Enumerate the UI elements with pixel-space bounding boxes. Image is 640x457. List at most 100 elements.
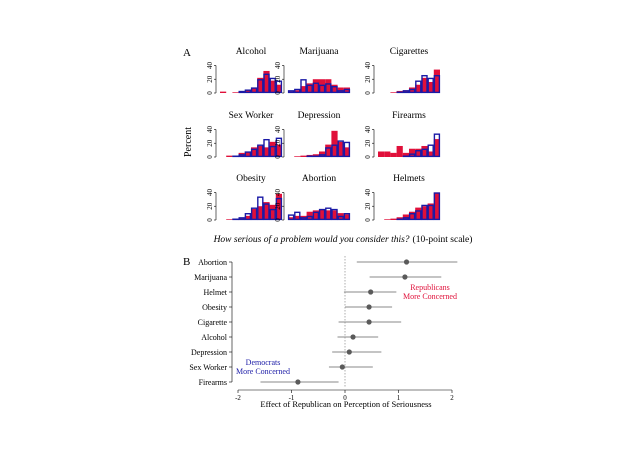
bar-republicans bbox=[251, 147, 258, 157]
bar-republicans bbox=[257, 145, 264, 157]
category-label-obesity: Obesity bbox=[202, 303, 227, 312]
bar-democrats bbox=[408, 153, 416, 158]
bar-democrats bbox=[415, 80, 422, 94]
y-tick-label: 20 bbox=[364, 75, 372, 83]
bar-republicans bbox=[294, 90, 301, 93]
estimate-point bbox=[403, 259, 410, 265]
y-tick-label: 0 bbox=[274, 218, 282, 222]
bar-republicans bbox=[402, 90, 409, 93]
annotation-republicans: Republicans More Concerned bbox=[403, 283, 457, 301]
bar-democrats bbox=[294, 211, 301, 221]
histogram-firearms: Firearms 0 20 40 bbox=[364, 111, 441, 159]
panel-a-label: A bbox=[183, 47, 191, 59]
bar-democrats bbox=[275, 80, 283, 94]
histogram-title: Sex Worker bbox=[229, 111, 275, 121]
bar-democrats bbox=[244, 151, 252, 158]
category-label-alcohol: Alcohol bbox=[201, 333, 228, 342]
bar-republicans bbox=[269, 141, 276, 157]
annotation-line: Republicans bbox=[410, 283, 450, 292]
bar-republicans bbox=[331, 84, 338, 93]
y-tick-label: 0 bbox=[364, 155, 372, 159]
bar-republicans bbox=[294, 156, 301, 157]
bar-republicans bbox=[244, 90, 251, 93]
bar-democrats bbox=[421, 74, 428, 94]
bar-democrats bbox=[238, 217, 245, 221]
bar-democrats bbox=[318, 84, 326, 94]
category-label-firearms: Firearms bbox=[199, 378, 227, 387]
bar-republicans bbox=[390, 92, 397, 93]
bar-democrats bbox=[312, 211, 320, 221]
bar-democrats bbox=[275, 197, 283, 221]
histogram-helmets: Helmets 0 20 40 bbox=[364, 174, 441, 222]
bar-republicans bbox=[325, 79, 332, 93]
bar-democrats bbox=[257, 144, 264, 158]
bar-democrats bbox=[331, 208, 338, 221]
y-tick-label: 40 bbox=[274, 61, 282, 69]
bar-democrats bbox=[408, 88, 416, 94]
category-label-cigarette: Cigarette bbox=[198, 318, 228, 327]
category-label-depression: Depression bbox=[191, 348, 227, 357]
bar-democrats bbox=[325, 147, 332, 158]
y-tick-label: 20 bbox=[274, 139, 282, 147]
bar-democrats bbox=[257, 196, 264, 221]
bar-democrats bbox=[238, 90, 245, 94]
histogram-depression: Depression 0 20 40 bbox=[274, 111, 351, 159]
histogram-title: Depression bbox=[298, 111, 341, 121]
bar-republicans bbox=[409, 148, 416, 157]
histogram-title: Abortion bbox=[302, 174, 337, 184]
y-tick-label: 40 bbox=[274, 188, 282, 196]
bar-republicans bbox=[415, 207, 422, 220]
bar-republicans bbox=[232, 92, 239, 93]
estimate-point bbox=[346, 349, 352, 355]
bar-democrats bbox=[250, 207, 258, 221]
histogram-marijuana: Marijuana 0 20 40 bbox=[274, 47, 351, 95]
bar-democrats bbox=[402, 217, 410, 221]
y-tick-label: 0 bbox=[206, 91, 214, 95]
bar-democrats bbox=[244, 213, 252, 221]
coefficient-plot: -2 -1 0 1 2 Abortion Marijuana Helmet Obesity Cig… bbox=[189, 256, 458, 402]
bar-republicans bbox=[319, 79, 326, 93]
bar-republicans bbox=[427, 81, 434, 93]
y-tick-label: 20 bbox=[364, 139, 372, 147]
bar-democrats bbox=[238, 154, 245, 158]
bar-democrats bbox=[337, 90, 344, 94]
bar-republicans bbox=[337, 141, 344, 157]
bar-democrats bbox=[300, 79, 307, 94]
bar-democrats bbox=[257, 79, 264, 94]
y-tick-label: 0 bbox=[364, 91, 372, 95]
bar-republicans bbox=[390, 218, 397, 220]
bar-democrats bbox=[300, 217, 307, 221]
histogram-cigarettes: Cigarettes 0 20 40 bbox=[364, 47, 441, 95]
bar-democrats bbox=[337, 215, 344, 221]
bar-democrats bbox=[337, 140, 344, 158]
bar-republicans bbox=[427, 203, 434, 220]
estimate-point bbox=[366, 319, 372, 325]
panel-b-label: B bbox=[183, 256, 190, 268]
bar-democrats bbox=[306, 215, 313, 221]
bar-democrats bbox=[294, 88, 301, 94]
y-tick-label: 40 bbox=[364, 61, 372, 69]
bar-republicans bbox=[251, 87, 258, 93]
bar-democrats bbox=[263, 203, 270, 221]
histogram-abortion: Abortion 0 20 40 bbox=[274, 174, 351, 222]
bar-republicans bbox=[415, 148, 422, 157]
bar-republicans bbox=[300, 155, 307, 157]
annotation-line: Democrats bbox=[246, 358, 281, 367]
bar-republicans bbox=[384, 151, 391, 157]
estimate-point bbox=[339, 364, 345, 370]
bar-republicans bbox=[384, 219, 391, 220]
caption-question: How serious of a problem would you consi… bbox=[213, 234, 410, 245]
bar-republicans bbox=[433, 69, 440, 93]
histogram-title: Marijuana bbox=[299, 47, 339, 57]
bar-republicans bbox=[331, 130, 338, 157]
estimate-point bbox=[368, 289, 374, 295]
bar-republicans bbox=[433, 139, 440, 157]
bar-democrats bbox=[415, 210, 422, 221]
bar-democrats bbox=[275, 137, 283, 158]
bar-democrats bbox=[421, 204, 428, 221]
bar-republicans bbox=[244, 151, 251, 157]
bar-democrats bbox=[287, 214, 295, 221]
bar-republicans bbox=[263, 147, 270, 157]
bar-republicans bbox=[294, 215, 301, 220]
y-tick-label: 20 bbox=[206, 202, 214, 210]
